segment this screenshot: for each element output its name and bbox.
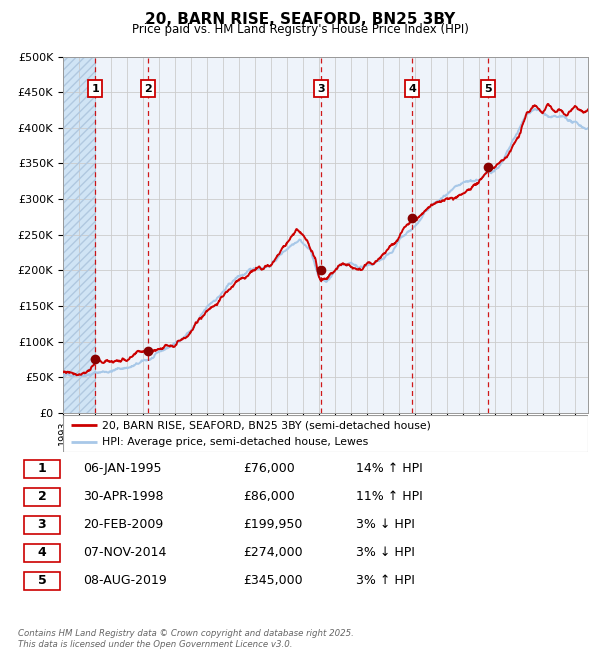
Text: 20, BARN RISE, SEAFORD, BN25 3BY (semi-detached house): 20, BARN RISE, SEAFORD, BN25 3BY (semi-d… — [103, 420, 431, 430]
Text: £345,000: £345,000 — [244, 575, 303, 588]
Text: 30-APR-1998: 30-APR-1998 — [83, 490, 163, 503]
Bar — [23, 572, 61, 590]
Text: 08-AUG-2019: 08-AUG-2019 — [83, 575, 167, 588]
Text: 20-FEB-2009: 20-FEB-2009 — [83, 519, 163, 532]
Bar — [23, 544, 61, 562]
Text: £199,950: £199,950 — [244, 519, 303, 532]
Text: £76,000: £76,000 — [244, 463, 295, 476]
Text: 11% ↑ HPI: 11% ↑ HPI — [356, 490, 423, 503]
Text: 3% ↑ HPI: 3% ↑ HPI — [356, 575, 415, 588]
Text: 4: 4 — [409, 84, 416, 94]
Text: Price paid vs. HM Land Registry's House Price Index (HPI): Price paid vs. HM Land Registry's House … — [131, 23, 469, 36]
Text: £274,000: £274,000 — [244, 546, 303, 559]
Bar — [63, 57, 95, 413]
Bar — [23, 460, 61, 478]
Text: 07-NOV-2014: 07-NOV-2014 — [83, 546, 166, 559]
Text: 1: 1 — [38, 463, 46, 476]
Text: £86,000: £86,000 — [244, 490, 295, 503]
Text: 3% ↓ HPI: 3% ↓ HPI — [356, 546, 415, 559]
Text: 3% ↓ HPI: 3% ↓ HPI — [356, 519, 415, 532]
Text: 5: 5 — [38, 575, 46, 588]
Text: 14% ↑ HPI: 14% ↑ HPI — [356, 463, 423, 476]
Text: 5: 5 — [485, 84, 492, 94]
Text: 3: 3 — [38, 519, 46, 532]
Text: 06-JAN-1995: 06-JAN-1995 — [83, 463, 161, 476]
Text: 3: 3 — [317, 84, 325, 94]
Text: 4: 4 — [38, 546, 46, 559]
Text: 1: 1 — [92, 84, 100, 94]
Text: Contains HM Land Registry data © Crown copyright and database right 2025.
This d: Contains HM Land Registry data © Crown c… — [18, 629, 354, 649]
Bar — [63, 57, 95, 413]
Text: 2: 2 — [145, 84, 152, 94]
Text: HPI: Average price, semi-detached house, Lewes: HPI: Average price, semi-detached house,… — [103, 437, 368, 447]
Text: 2: 2 — [38, 490, 46, 503]
Bar — [23, 516, 61, 534]
Text: 20, BARN RISE, SEAFORD, BN25 3BY: 20, BARN RISE, SEAFORD, BN25 3BY — [145, 12, 455, 27]
Bar — [23, 488, 61, 506]
